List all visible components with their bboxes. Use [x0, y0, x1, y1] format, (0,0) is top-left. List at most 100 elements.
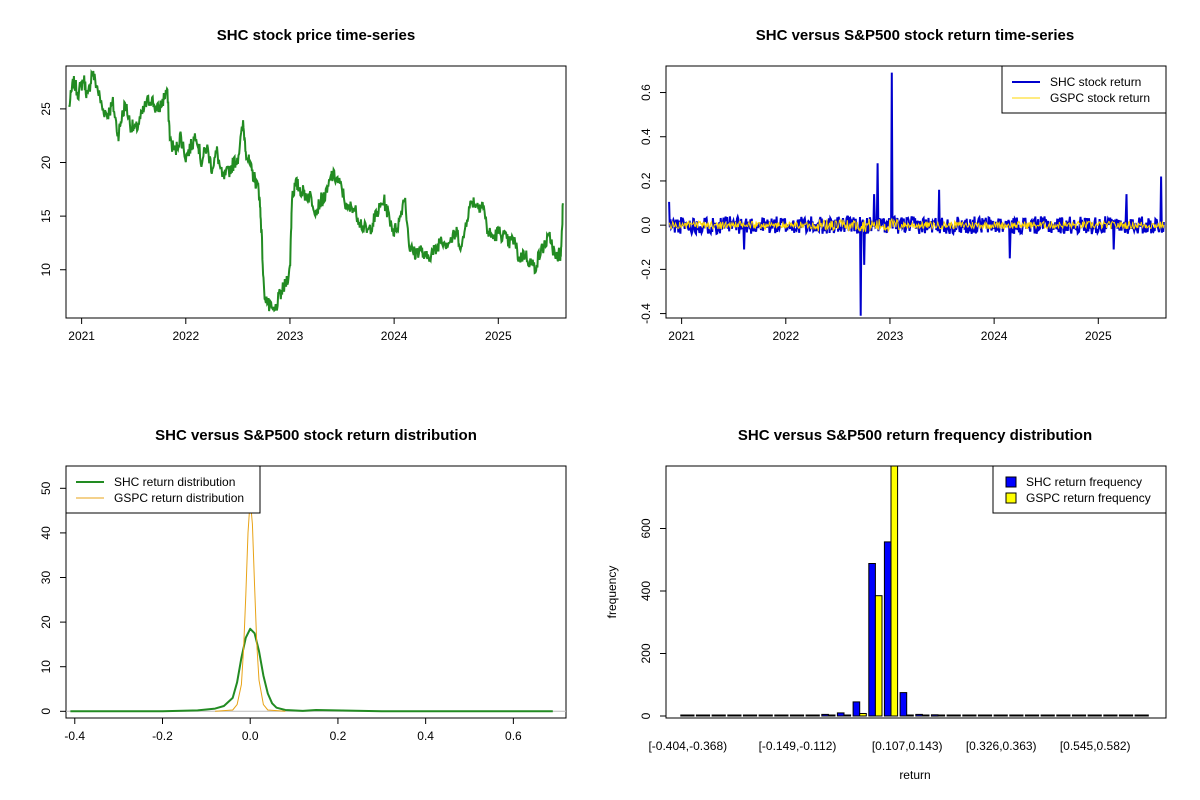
panel-3-y-tick-label-5: 50	[39, 481, 53, 495]
panel-4-bar-shc-11	[852, 701, 861, 717]
panel-2-frame	[665, 65, 1167, 319]
panel-3-x-tick-label-5: 0.6	[505, 729, 522, 743]
panel-2-legend: SHC stock return GSPC stock return	[1001, 65, 1167, 114]
panel-4-bar-gspc-9	[827, 714, 836, 717]
panel-4-bar-gspc-17	[953, 714, 961, 717]
panel-4-y-axis-label: frequency	[605, 566, 619, 619]
panel-2-title: SHC versus S&P500 stock return time-seri…	[756, 27, 1074, 44]
panel-1-x-tick-label-2: 2023	[277, 329, 304, 343]
panel-3-series	[66, 499, 566, 713]
panel-3-y-tick-label-1: 10	[39, 660, 53, 674]
panel-4-x-tick-label-1: [-0.149,-0.112)	[759, 739, 837, 753]
panel-3-legend-box	[65, 465, 261, 514]
panel-2-y-tick-label-1: -0.2	[639, 259, 653, 280]
panel-4-bars	[680, 465, 1149, 717]
panel-2-y-tick-label-3: 0.2	[639, 172, 653, 189]
panel-2-y-tick-label-5: 0.6	[639, 84, 653, 101]
panel-4-x-tick-label-2: [0.107,0.143)	[872, 739, 943, 753]
panel-4-bar-shc-13	[883, 541, 892, 717]
panel-3-legend-label-shc: SHC return distribution	[114, 475, 235, 489]
panel-2-series-gspc	[668, 217, 1165, 233]
panel-4-x-axis: [-0.404,-0.368) [-0.149,-0.112) [0.107,0.1…	[648, 739, 1130, 753]
panel-price-timeseries: SHC stock price time-series 2021 2022 2023…	[39, 27, 567, 343]
panel-4-bar-shc-18	[962, 714, 970, 717]
panel-4-bar-gspc-1	[702, 714, 711, 717]
panel-4-bar-gspc-4	[749, 714, 758, 717]
panel-4-bar-shc-14	[899, 692, 908, 717]
panel-3-series-gspc	[215, 499, 286, 712]
panel-4-bar-shc-29	[1134, 714, 1143, 717]
panel-4-bar-gspc-25	[1078, 714, 1087, 717]
panel-4-legend-box	[992, 465, 1167, 514]
panel-4-bar-gspc-3	[733, 714, 742, 717]
panel-4-bar-shc-24	[1056, 714, 1064, 717]
panel-4-y-tick-label-3: 600	[639, 518, 653, 538]
panel-4-bar-shc-5	[758, 714, 767, 717]
panel-4-bar-gspc-12	[874, 595, 883, 717]
panel-4-bar-shc-22	[1024, 714, 1033, 717]
panel-4-bar-shc-23	[1040, 714, 1049, 717]
panel-4-bar-gspc-19	[984, 714, 993, 717]
panel-3-y-axis: 0 10 20 30 40 50	[39, 481, 66, 715]
panel-3-x-tick-label-1: -0.2	[152, 729, 173, 743]
panel-4-bar-shc-28	[1118, 714, 1127, 717]
panel-4-bar-gspc-28	[1125, 714, 1134, 717]
panel-4-bar-shc-15	[915, 713, 923, 717]
panel-1-y-tick-label-3: 25	[39, 102, 53, 116]
panel-1-x-tick-label-0: 2021	[68, 329, 95, 343]
panel-4-legend-swatch-gspc	[1005, 492, 1017, 504]
panel-3-x-tick-label-0: -0.4	[64, 729, 85, 743]
panel-1-x-tick-label-4: 2025	[485, 329, 512, 343]
panel-3-x-tick-label-4: 0.4	[417, 729, 434, 743]
panel-1-y-tick-label-0: 10	[39, 263, 53, 277]
panel-4-bar-shc-3	[727, 714, 735, 717]
panel-4-bar-gspc-15	[921, 714, 930, 717]
panel-4-bar-gspc-27	[1109, 714, 1118, 717]
panel-4-bar-gspc-10	[843, 714, 852, 717]
panel-1-series-line	[68, 69, 564, 313]
panel-4-bar-shc-17	[946, 714, 955, 717]
panel-3-legend: SHC return distribution GSPC return dist…	[65, 465, 261, 514]
panel-return-distribution: SHC versus S&P500 stock return distribut…	[39, 427, 567, 743]
panel-2-x-tick-label-4: 2025	[1085, 329, 1112, 343]
panel-4-frame	[665, 465, 1167, 719]
panel-3-x-tick-label-3: 0.2	[330, 729, 347, 743]
panel-3-y-tick-label-3: 30	[39, 571, 53, 585]
panel-2-x-tick-label-2: 2023	[877, 329, 904, 343]
panel-4-x-tick-label-4: [0.545,0.582)	[1060, 739, 1131, 753]
panel-2-y-tick-label-0: -0.4	[639, 303, 653, 324]
panel-3-title: SHC versus S&P500 stock return distribut…	[155, 427, 477, 444]
panel-3-x-axis: -0.4 -0.2 0.0 0.2 0.4 0.6	[64, 718, 522, 743]
panel-4-bar-gspc-13	[890, 465, 899, 717]
panel-3-frame	[65, 465, 567, 719]
panel-2-y-tick-label-4: 0.4	[639, 128, 653, 145]
panel-4-bar-shc-8	[805, 714, 814, 717]
panel-4-legend-swatch-shc	[1005, 476, 1017, 488]
panel-4-bar-gspc-20	[1000, 714, 1008, 717]
panel-4-bar-gspc-29	[1141, 714, 1149, 717]
panel-4-bar-shc-7	[789, 714, 798, 717]
panel-4-bar-shc-19	[977, 714, 986, 717]
panel-4-bar-gspc-21	[1015, 714, 1024, 717]
panel-1-x-tick-label-1: 2022	[172, 329, 199, 343]
panel-4-bar-gspc-22	[1031, 714, 1040, 717]
panel-4-bar-shc-1	[695, 714, 704, 717]
panel-3-legend-label-gspc: GSPC return distribution	[114, 491, 244, 505]
panel-1-x-axis: 2021 2022 2023 2024 2025	[68, 318, 512, 343]
panel-4-bar-shc-0	[680, 714, 688, 717]
panel-4-bar-gspc-6	[780, 714, 789, 717]
panel-4-bar-shc-26	[1087, 714, 1096, 717]
panel-4-bar-gspc-14	[906, 714, 914, 717]
panel-4-bar-shc-20	[993, 714, 1002, 717]
panel-4-bar-shc-12	[868, 563, 876, 717]
panel-4-bar-gspc-23	[1047, 714, 1055, 717]
panel-3-series-shc	[70, 627, 553, 713]
panel-return-timeseries: SHC versus S&P500 stock return time-seri…	[639, 27, 1167, 343]
panel-4-bar-shc-25	[1071, 714, 1080, 717]
panel-4-y-tick-label-1: 200	[639, 643, 653, 663]
panel-4-y-tick-label-0: 0	[639, 712, 653, 719]
panel-2-x-tick-label-3: 2024	[981, 329, 1008, 343]
panel-4-bar-gspc-18	[968, 714, 977, 717]
panel-2-x-tick-label-0: 2021	[668, 329, 695, 343]
